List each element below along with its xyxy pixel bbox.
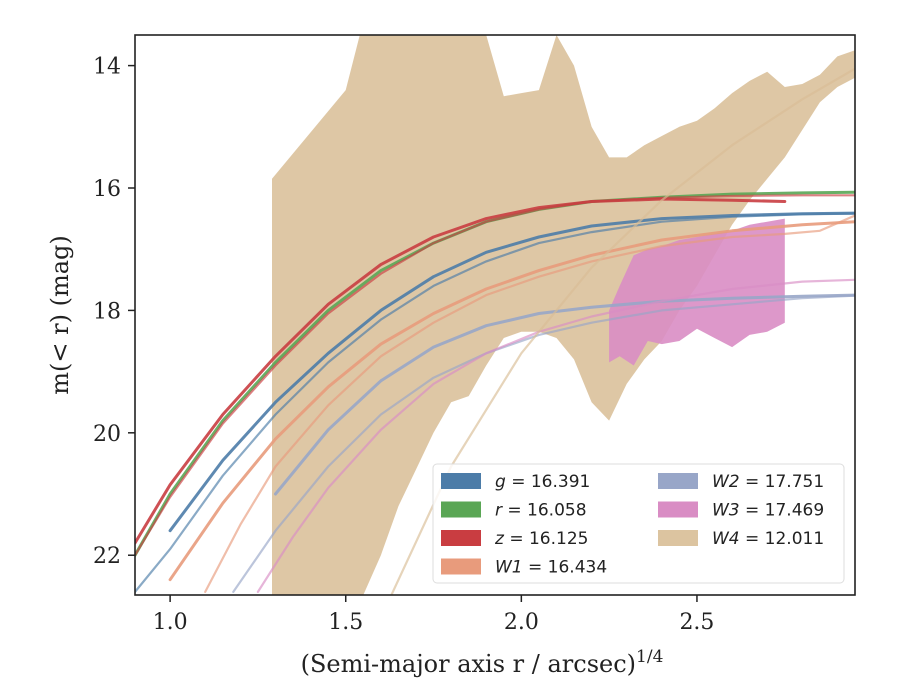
series-w1-data <box>168 220 855 582</box>
series-w2-data <box>274 293 855 496</box>
legend-value: = 16.391 <box>506 472 591 492</box>
x-tick-label: 1.0 <box>153 610 188 635</box>
legend-swatch-w2 <box>658 473 698 489</box>
series-w2-model <box>232 294 855 593</box>
legend-label-r: r = 16.058 <box>495 501 587 521</box>
legend-swatch-w3 <box>658 501 698 518</box>
legend-label-w1: W1 = 16.434 <box>495 558 607 578</box>
legend-value: = 17.469 <box>740 501 825 521</box>
legend-name: W1 <box>495 558 523 578</box>
legend-value: = 16.434 <box>523 558 608 578</box>
band-w3 <box>609 218 785 366</box>
band-w4 <box>272 35 855 595</box>
legend-name: z <box>494 529 505 549</box>
y-axis-label: m(< r) (mag) <box>46 235 74 394</box>
series-w1-model <box>204 214 855 593</box>
y-tick-label: 18 <box>93 299 121 324</box>
y-tick-label: 16 <box>93 177 121 202</box>
axis-ticks: 1.0 1.5 2.0 2.5 14 16 18 20 22 <box>93 55 714 635</box>
legend-swatch-r <box>441 501 481 518</box>
series-g-model <box>135 212 855 593</box>
y-tick-label: 22 <box>93 544 121 569</box>
x-tick-label: 2.0 <box>504 610 539 635</box>
legend-swatch-w1 <box>441 558 481 575</box>
series-w4-model <box>390 67 855 595</box>
legend-swatch-w4 <box>658 530 698 546</box>
legend-name: W2 <box>712 472 740 492</box>
series-z-model <box>135 194 855 557</box>
legend-value: = 12.011 <box>740 529 825 549</box>
legend-label-w2: W2 = 17.751 <box>712 472 824 492</box>
x-axis-label: (Semi-major axis r / arcsec)1/4 <box>301 647 664 678</box>
legend-label-g: g = 16.391 <box>495 472 590 492</box>
legend-swatch-z <box>441 530 481 546</box>
legend-name: W3 <box>712 501 740 521</box>
legend-swatch-g <box>441 473 481 489</box>
legend-name: W4 <box>712 529 740 549</box>
plot-area <box>135 35 855 595</box>
series-w3-model <box>256 278 855 593</box>
legend-label-w4: W4 = 12.011 <box>712 529 824 549</box>
x-tick-label: 2.5 <box>679 610 714 635</box>
y-tick-label: 14 <box>93 55 121 80</box>
legend-value: = 16.058 <box>502 501 587 521</box>
y-tick-label: 20 <box>93 422 121 447</box>
series-g-data <box>168 211 855 533</box>
legend-name: r <box>495 501 503 521</box>
legend-label-w3: W3 = 17.469 <box>712 501 824 521</box>
plot-frame <box>134 34 856 596</box>
legend-value: = 16.125 <box>504 529 589 549</box>
x-axis-label-sup: 1/4 <box>636 647 663 667</box>
legend-name: g <box>495 472 506 492</box>
legend-value: = 17.751 <box>740 472 825 492</box>
x-tick-label: 1.5 <box>328 610 363 635</box>
x-axis-label-text: (Semi-major axis r / arcsec) <box>301 650 636 678</box>
legend-box <box>432 463 845 584</box>
legend-label-z: z = 16.125 <box>494 529 588 549</box>
